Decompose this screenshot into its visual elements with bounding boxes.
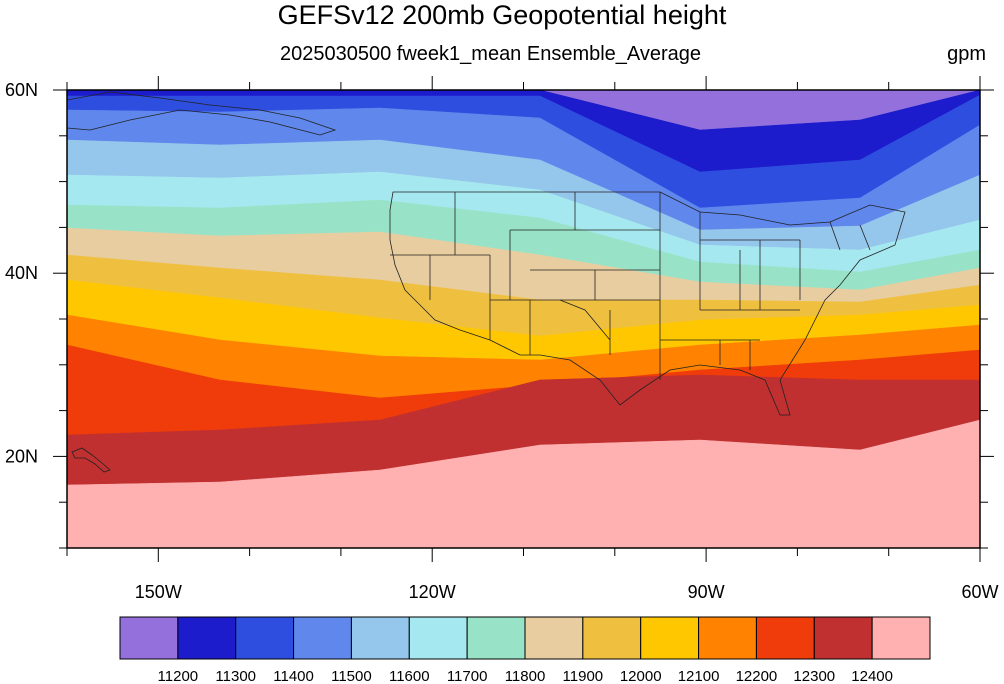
colorbar-swatch (755, 616, 815, 660)
contour-band (67, 90, 980, 131)
colorbar-label: 12400 (851, 668, 893, 684)
units-label: gpm (947, 43, 986, 65)
colorbar-label: 11400 (273, 668, 314, 684)
lon-tick-label: 120W (409, 582, 456, 602)
colorbar-swatch (408, 616, 468, 660)
colorbar-swatch (698, 616, 757, 660)
map-title: GEFSv12 200mb Geopotential height (277, 0, 727, 30)
hawaii-coast (71, 447, 111, 473)
state-border (859, 224, 871, 251)
colorbar-swatch (640, 616, 700, 660)
colorbar-swatch (466, 616, 526, 660)
colorbar: 11200 11300 11400 11500 11600 11700 11800 11900… (119, 616, 931, 684)
state-border (559, 299, 611, 341)
colorbar-swatch (119, 616, 179, 660)
colorbar-label: 12000 (620, 668, 662, 684)
colorbar-swatch (350, 616, 410, 660)
lon-tick-label: 60W (961, 582, 998, 602)
colorbar-swatch (293, 616, 352, 660)
colorbar-label: 11300 (215, 668, 256, 684)
contour-band (67, 419, 980, 548)
lon-tick-label: 90W (688, 582, 725, 602)
colorbar-swatch (235, 616, 295, 660)
colorbar-label: 12200 (736, 668, 778, 684)
colorbar-label: 11900 (563, 668, 604, 684)
colorbar-swatch (871, 616, 931, 660)
alaska-coast (67, 91, 337, 136)
colorbar-label: 12300 (793, 668, 835, 684)
colorbar-swatch (813, 616, 873, 660)
height-contour-bands (67, 90, 980, 548)
colorbar-label: 11800 (505, 668, 546, 684)
colorbar-label: 11200 (158, 668, 199, 684)
lon-tick-label: 150W (135, 582, 182, 602)
lat-tick-label: 60N (5, 80, 38, 100)
state-border (829, 221, 841, 251)
colorbar-swatch (582, 616, 642, 660)
axis-ticks (53, 76, 994, 562)
colorbar-label: 12100 (678, 668, 720, 684)
colorbar-label: 11700 (447, 668, 488, 684)
map-subtitle: 2025030500 fweek1_mean Ensemble_Average (280, 43, 702, 65)
colorbar-swatch (177, 616, 237, 660)
lat-tick-label: 20N (5, 446, 38, 466)
state-boundaries (67, 91, 906, 473)
axis-tick-labels: 150W 120W 90W 60W 60N 40N 20N (5, 80, 999, 602)
us-outline (389, 191, 906, 416)
colorbar-label: 11600 (389, 668, 430, 684)
colorbar-swatch (524, 616, 584, 660)
lat-tick-label: 40N (5, 263, 38, 283)
colorbar-label: 11500 (331, 668, 372, 684)
